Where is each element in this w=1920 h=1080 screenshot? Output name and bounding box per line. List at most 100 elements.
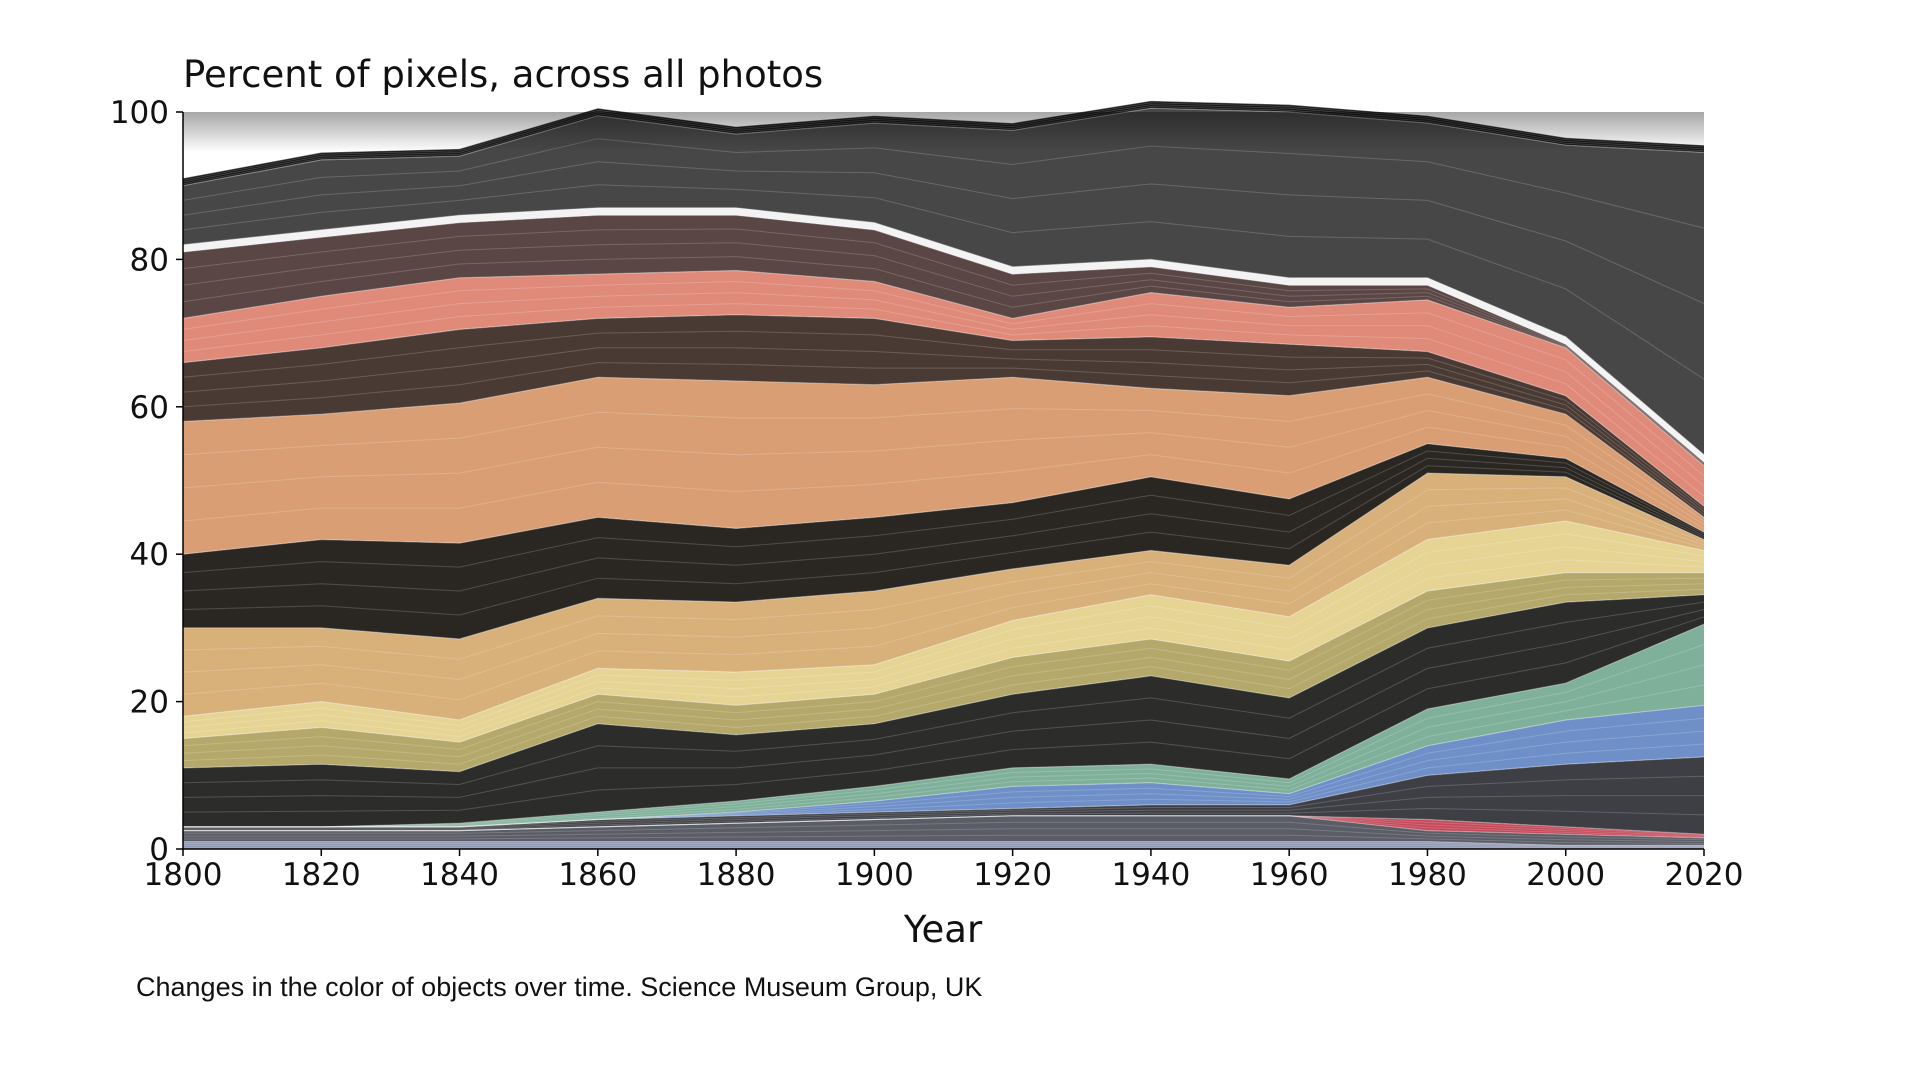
band-texture-line [182, 242, 1705, 465]
y-tick-label: 20 [130, 685, 169, 721]
band-texture-line [183, 807, 1705, 831]
area-band-17 [183, 108, 1704, 455]
band-texture-line [183, 815, 1705, 836]
band-boundary-line [183, 841, 1704, 846]
x-tick-label: 1820 [282, 857, 361, 893]
band-texture-line [183, 843, 1704, 847]
band-texture-line [183, 664, 1705, 828]
area-band-16 [183, 207, 1704, 463]
band-texture-line [182, 211, 1705, 459]
band-boundary-line [183, 815, 1705, 835]
x-tick-label: 1980 [1388, 857, 1467, 893]
x-tick-label: 1860 [558, 857, 637, 893]
band-boundary-line [182, 442, 1705, 555]
x-tick-label: 1900 [835, 857, 914, 893]
band-texture-line [182, 362, 1705, 515]
x-tick-label: 1800 [144, 857, 223, 893]
area-band-8 [183, 572, 1704, 772]
x-tick-label: 1880 [697, 857, 776, 893]
band-texture-line [183, 834, 1705, 844]
band-boundary-line [182, 572, 1704, 743]
plot-area [183, 100, 1704, 849]
band-texture-line [182, 292, 1705, 487]
band-texture-line [183, 644, 1705, 828]
band-texture-line [183, 717, 1705, 828]
band-texture-line [182, 457, 1705, 592]
band-texture-line [183, 821, 1705, 841]
band-texture-line [183, 815, 1705, 838]
area-band-7 [183, 594, 1704, 827]
band-boundary-line [183, 815, 1705, 839]
x-tick-label: 1960 [1250, 857, 1329, 893]
band-texture-line [183, 828, 1705, 843]
band-texture-line [182, 138, 1705, 229]
area-band-1 [183, 841, 1704, 849]
band-texture-line [183, 844, 1704, 848]
band-texture-line [183, 730, 1705, 828]
band-texture-line [182, 577, 1705, 751]
band-texture-line [182, 303, 1705, 497]
area-band-4 [183, 756, 1704, 835]
area-band-14 [183, 270, 1704, 507]
chart-title: Percent of pixels, across all photos [183, 53, 823, 96]
area-band-9 [183, 521, 1704, 743]
band-boundary-line [182, 214, 1705, 463]
band-texture-line [182, 509, 1705, 701]
band-texture-line [183, 846, 1704, 849]
band-texture-line [183, 775, 1705, 829]
area-band-11 [183, 443, 1704, 639]
band-boundary-line [182, 594, 1705, 773]
band-texture-line [182, 601, 1705, 786]
band-texture-line [183, 684, 1705, 828]
area-band-2 [183, 815, 1704, 846]
band-boundary-line [183, 704, 1705, 828]
band-texture-line [182, 409, 1705, 526]
band-texture-line [182, 161, 1705, 305]
band-texture-line [182, 559, 1705, 738]
band-texture-line [182, 465, 1705, 616]
band-boundary-line [182, 269, 1705, 467]
band-texture-line [182, 426, 1705, 529]
area-band-15 [183, 215, 1704, 466]
y-tick-label: 80 [130, 242, 169, 278]
y-tick-label: 0 [149, 832, 169, 868]
band-texture-line [182, 256, 1705, 466]
band-texture-line [183, 743, 1705, 828]
band-texture-line [182, 487, 1705, 660]
band-texture-line [182, 609, 1705, 798]
band-boundary-line [182, 376, 1705, 518]
band-boundary-line [183, 756, 1705, 828]
band-texture-line [182, 498, 1705, 681]
band-boundary-line [183, 472, 1705, 640]
x-tick-label: 1920 [973, 857, 1052, 893]
figure-caption: Changes in the color of objects over tim… [136, 972, 983, 1002]
y-tick-label: 40 [130, 537, 169, 573]
band-texture-line [182, 588, 1705, 765]
band-texture-line [182, 184, 1705, 380]
area-band-5 [183, 705, 1704, 827]
x-tick-label: 1940 [1111, 857, 1190, 893]
band-texture-line [182, 533, 1705, 727]
band-boundary-line [182, 314, 1705, 507]
y-tick-label: 60 [130, 390, 169, 426]
band-boundary-line [182, 207, 1705, 456]
band-texture-line [182, 330, 1705, 510]
y-axis: 0 20 40 60 80 100 [110, 95, 184, 868]
band-texture-line [183, 815, 1705, 837]
band-texture-line [182, 393, 1705, 522]
top-shading [183, 112, 1704, 152]
band-boundary-line [182, 520, 1705, 721]
x-axis-label: Year [903, 908, 983, 951]
band-texture-line [182, 280, 1705, 477]
x-axis: 1800 1820 1840 1860 1880 1900 1920 1940 1960 1980… [144, 848, 1744, 893]
band-texture-line [182, 450, 1705, 574]
band-texture-line [182, 212, 1705, 461]
x-tick-label: 2020 [1665, 857, 1744, 893]
x-tick-label: 2000 [1526, 857, 1605, 893]
x-tick-label: 1840 [420, 857, 499, 893]
band-texture-line [182, 546, 1705, 732]
band-texture-line [182, 228, 1705, 464]
area-band-13 [183, 314, 1704, 518]
area-band-12 [183, 377, 1704, 555]
